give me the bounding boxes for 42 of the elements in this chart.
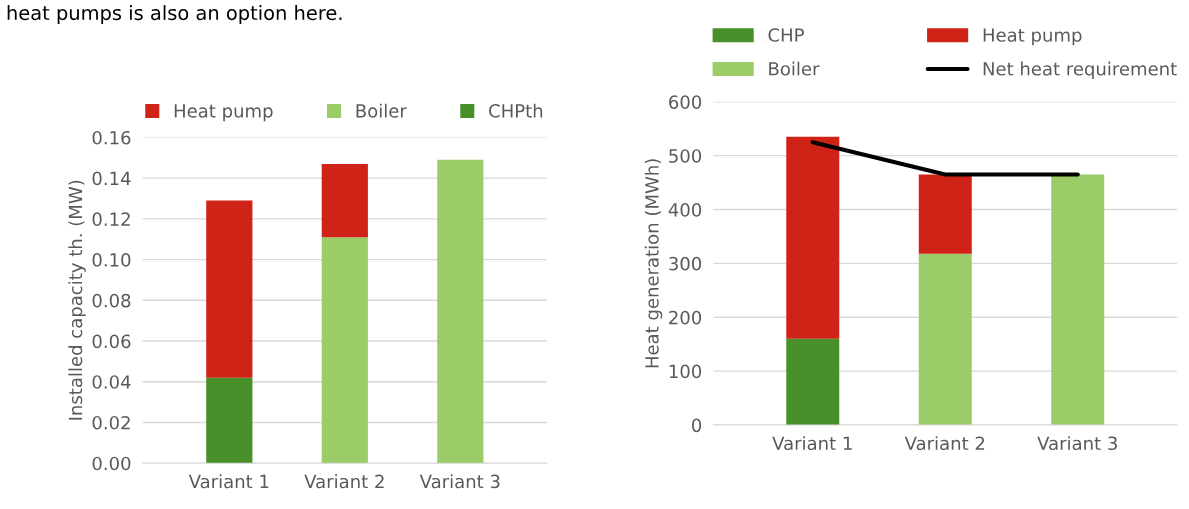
- y-tick-label: 0.04: [92, 375, 131, 389]
- y-axis-title: Installed capacity th. (MW): [68, 180, 86, 420]
- legend-label: CHP: [768, 28, 804, 42]
- x-tick-label: Variant 2: [304, 474, 384, 489]
- bar: [321, 237, 368, 464]
- x-tick-label: Variant 3: [1037, 436, 1117, 451]
- y-tick-label: 0.00: [92, 456, 131, 471]
- bar: [206, 377, 253, 464]
- legend-label: Heat pump: [174, 104, 273, 122]
- x-tick-label: Variant 2: [904, 436, 985, 451]
- bar: [206, 200, 253, 378]
- bar: [918, 253, 972, 426]
- x-tick-label: Variant 1: [772, 436, 852, 451]
- y-tick-label: 0.14: [92, 171, 131, 186]
- y-tick-label: 0: [691, 418, 702, 433]
- y-tick-label: 200: [669, 310, 702, 325]
- y-tick-label: 0.12: [92, 212, 130, 226]
- y-tick-label: 0.10: [92, 253, 131, 267]
- legend-label: Boiler: [769, 61, 820, 76]
- x-tick-label: Variant 1: [188, 474, 269, 489]
- bar: [437, 159, 484, 464]
- legend-label: Boiler: [356, 103, 407, 118]
- x-tick-label: Variant 3: [419, 474, 500, 489]
- y-tick-label: 400: [668, 203, 702, 217]
- y-tick-label: 0.08: [92, 293, 131, 308]
- y-tick-label: 600: [669, 95, 702, 109]
- bar: [321, 163, 368, 238]
- y-tick-label: 0.02: [92, 415, 130, 430]
- text: heat pumps is also an option here.: [7, 5, 342, 24]
- bar: [918, 174, 972, 254]
- y-tick-label: 0.06: [92, 334, 131, 349]
- y-tick-label: 100: [669, 364, 702, 379]
- legend-label: Heat pump: [983, 28, 1082, 46]
- bar: [786, 136, 840, 339]
- y-tick-label: 0.16: [92, 130, 131, 145]
- bar: [786, 338, 840, 426]
- legend-label: CHPth: [489, 103, 543, 118]
- y-axis-title: Heat generation (MWh): [644, 159, 663, 368]
- y-tick-label: 500: [669, 149, 702, 163]
- y-tick-label: 300: [669, 256, 702, 271]
- bar: [1051, 174, 1105, 426]
- legend-label: Net heat requirement: [983, 61, 1177, 80]
